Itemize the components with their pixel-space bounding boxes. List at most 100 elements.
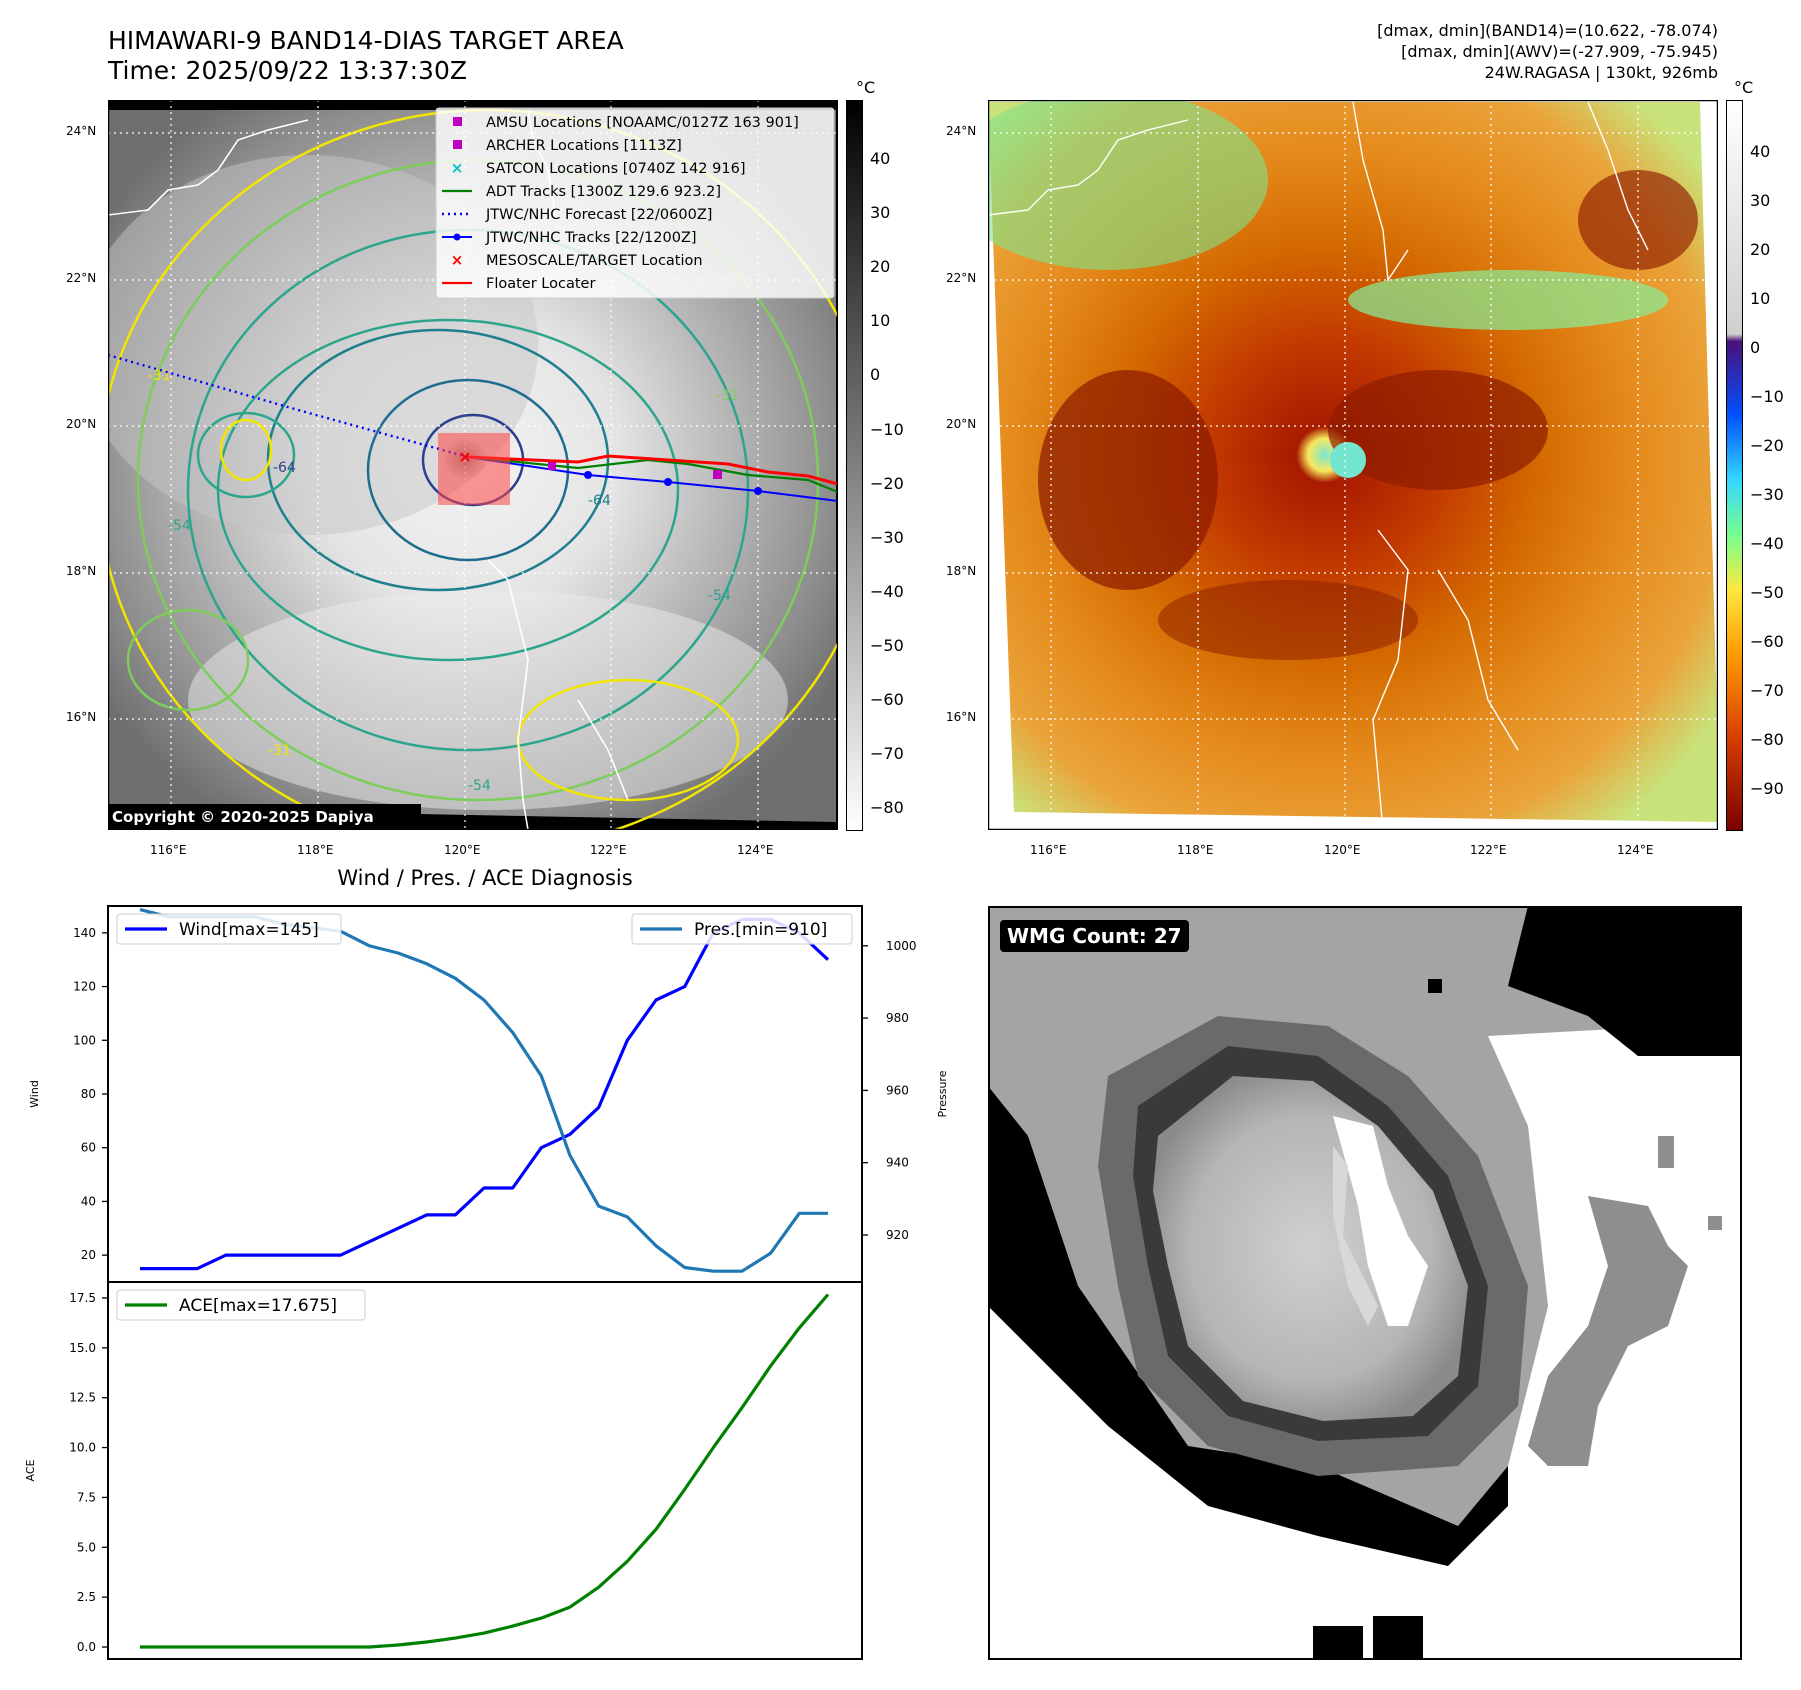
colorbar-tick-label: 30 [870, 203, 891, 223]
lon-label: 118°E [297, 843, 334, 857]
colorbar-tick-label: 10 [870, 311, 891, 331]
ace-legend-label: ACE[max=17.675] [179, 1296, 337, 1316]
ace-series-line [140, 1293, 830, 1649]
legend-label: JTWC/NHC Forecast [22/0600Z] [485, 207, 712, 223]
wind-tick-label: 120 [73, 980, 96, 994]
pressure-axis-label: Pressure [936, 1070, 949, 1117]
legend-label: Floater Locater [486, 276, 595, 292]
legend-symbol [442, 233, 472, 241]
colorbar-tick-label: −70 [870, 744, 904, 764]
colorbar-left [846, 100, 863, 831]
lat-label: 20°N [66, 417, 97, 431]
contour-label: -31 [148, 368, 171, 384]
mesoscale-target-x: × [458, 447, 471, 466]
colorbar-tick-label: −10 [1750, 387, 1784, 406]
colorbar-tick-label: 0 [870, 365, 881, 385]
colorbar-tick-label: −80 [870, 798, 904, 818]
legend-label: ARCHER Locations [1113Z] [486, 138, 682, 154]
wind-legend-label: Wind[max=145] [179, 920, 319, 940]
wind-tick-label: 80 [81, 1087, 96, 1101]
lat-label: 16°N [66, 710, 97, 724]
figure-title: HIMAWARI-9 BAND14-DIAS TARGET AREA [108, 26, 624, 55]
lat-label: 18°N [946, 564, 977, 578]
colorbar-tick-label: 20 [1750, 240, 1771, 259]
colorbar-tick-label: −40 [1750, 534, 1784, 553]
ace-tick-label: 2.5 [77, 1590, 96, 1604]
lat-label: 18°N [66, 564, 97, 578]
ace-tick-label: 12.5 [69, 1391, 96, 1405]
colorbar-right [1726, 100, 1743, 831]
colorbar-tick-label: −20 [1750, 436, 1784, 455]
colorbar-unit-right: °C [1734, 78, 1754, 97]
colorbar-tick-label: 20 [870, 257, 891, 277]
contour-label: -64 [273, 460, 296, 476]
legend-symbol: × [451, 159, 464, 177]
colorbar-tick-label: −40 [870, 581, 904, 601]
legend-symbol [453, 140, 462, 149]
legend-label: ADT Tracks [1300Z 129.6 923.2] [486, 184, 721, 200]
ace-tick-label: 15.0 [69, 1341, 96, 1355]
ace-tick-label: 5.0 [77, 1540, 96, 1554]
colorbar-tick-label: −90 [1750, 779, 1784, 798]
colorbar-tick-label: 10 [1750, 289, 1771, 308]
ace-tick-label: 10.0 [69, 1441, 96, 1455]
colorbar-tick-label: 0 [1750, 338, 1761, 357]
amsu-location [713, 470, 722, 479]
colorbar-tick-label: −30 [1750, 485, 1784, 504]
map-legend [435, 107, 835, 299]
legend-label: AMSU Locations [NOAAMC/0127Z 163 901] [486, 115, 799, 131]
lon-label: 122°E [590, 843, 627, 857]
ace-tick-label: 0.0 [77, 1640, 96, 1654]
contour-label: -64 [588, 493, 611, 509]
ace-tick-label: 17.5 [69, 1291, 96, 1305]
colorbar-tick-label: −30 [870, 527, 904, 547]
pressure-tick-label: 1000 [886, 939, 917, 953]
colorbar-tick-label: 40 [870, 149, 891, 168]
lat-label: 22°N [946, 271, 977, 285]
wind-tick-label: 100 [73, 1033, 96, 1047]
diagnosis-title: Wind / Pres. / ACE Diagnosis [337, 866, 633, 890]
pressure-tick-label: 920 [886, 1228, 909, 1242]
colorbar-tick-label: −10 [870, 419, 904, 439]
lat-label: 16°N [946, 710, 977, 724]
figure-time: Time: 2025/09/22 13:37:30Z [108, 56, 467, 85]
lon-label: 116°E [150, 843, 187, 857]
lon-label: 122°E [1470, 843, 1507, 857]
legend-label: JTWC/NHC Tracks [22/1200Z] [485, 230, 697, 246]
colorbar-tick-label: 30 [1750, 191, 1771, 210]
legend-symbol [453, 117, 462, 126]
ir-map: -64 -64 -54 -54 -54 -31 -31 -31 × AMSU L… [108, 100, 838, 830]
meta-awv: [dmax, dmin](AWV)=(-27.909, -75.945) [1401, 42, 1718, 61]
meta-storm: 24W.RAGASA | 130kt, 926mb [1484, 63, 1718, 82]
colorbar-unit-left: °C [856, 78, 876, 97]
colorbar-tick-label: −60 [1750, 632, 1784, 651]
lon-label: 124°E [1617, 843, 1654, 857]
contour-label: -54 [468, 778, 491, 794]
colorbar-tick-label: −70 [1750, 681, 1784, 700]
jtwc-track-points [584, 471, 762, 495]
pressure-legend-label: Pres.[min=910] [694, 920, 827, 940]
wind-tick-label: 40 [81, 1194, 96, 1208]
wmg-count-badge: WMG Count: 27 [1000, 920, 1189, 952]
lon-label: 120°E [444, 843, 481, 857]
mesoscale-target-box [438, 433, 510, 505]
lat-label: 24°N [946, 124, 977, 138]
meta-band14: [dmax, dmin](BAND14)=(10.622, -78.074) [1377, 21, 1718, 40]
lat-label: 20°N [946, 417, 977, 431]
wind-tick-label: 20 [81, 1248, 96, 1262]
svg-text:×: × [451, 251, 464, 269]
legend-label: SATCON Locations [0740Z 142 916] [486, 161, 745, 177]
contour-label: -31 [268, 743, 291, 759]
colorbar-tick-label: −50 [1750, 583, 1784, 602]
enhanced-ir-map [988, 100, 1718, 830]
contour-label: -54 [708, 588, 731, 604]
wind-axis-label: Wind [28, 1080, 41, 1108]
lon-label: 116°E [1030, 843, 1067, 857]
pressure-tick-label: 960 [886, 1083, 909, 1097]
archer-location [548, 462, 556, 470]
legend-label: MESOSCALE/TARGET Location [486, 253, 703, 269]
wmg-panel [988, 906, 1742, 1660]
copyright-badge: Copyright © 2020-2025 Dapiya [112, 808, 374, 826]
pressure-tick-label: 980 [886, 1011, 909, 1025]
colorbar-tick-label: 40 [1750, 142, 1771, 161]
